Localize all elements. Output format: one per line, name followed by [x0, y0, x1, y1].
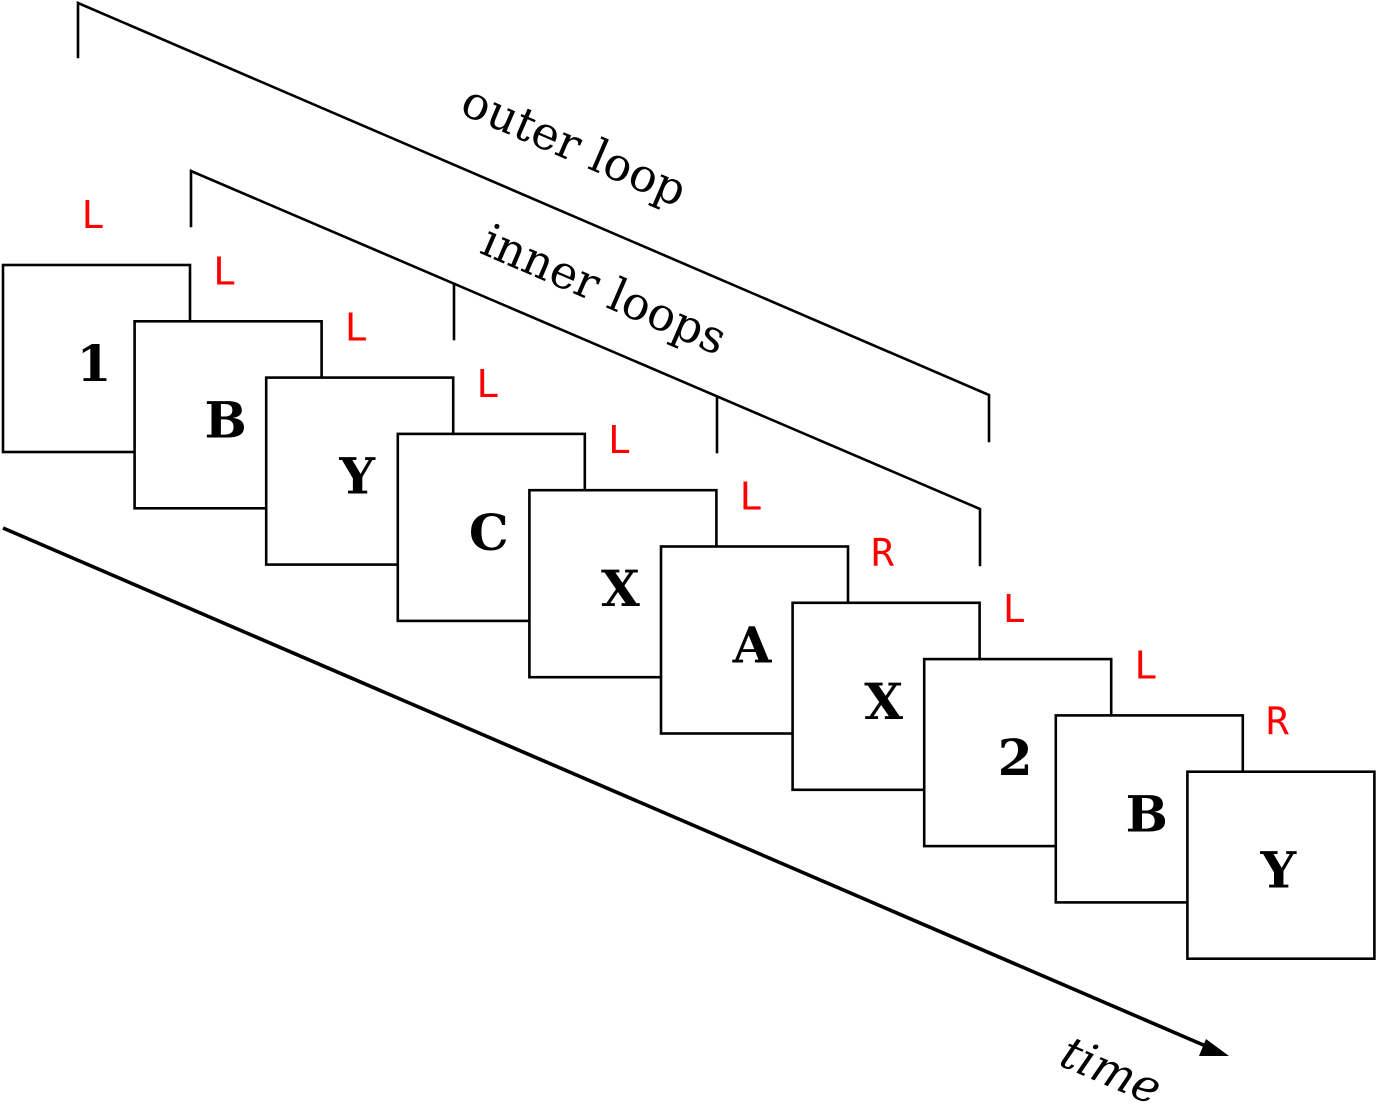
time-label: time	[1053, 1025, 1170, 1116]
stimulus-card-label: 1	[77, 334, 112, 393]
inner-loops-bracket	[189, 169, 982, 567]
stimulus-card-label: B	[1126, 784, 1168, 843]
stimulus-card-label: X	[864, 672, 903, 731]
stimulus-card: Y	[1186, 770, 1376, 961]
response-marker: L	[213, 249, 236, 293]
stimulus-card-label: X	[601, 559, 640, 618]
stimulus-card-label: 2	[998, 728, 1033, 787]
inner-loops-label: inner loops	[474, 213, 735, 366]
outer-loop-bracket	[76, 1, 991, 443]
response-marker: L	[82, 193, 105, 237]
stimulus-card-label: Y	[1260, 841, 1298, 900]
stimulus-card-frame	[1186, 770, 1376, 961]
stimulus-cards: 1 B Y C X A X 2 B Y	[1, 263, 1376, 961]
response-marker: L	[1134, 643, 1157, 687]
time-arrowhead	[1199, 1039, 1229, 1056]
stimulus-card-label: Y	[338, 447, 376, 506]
response-marker: L	[608, 418, 631, 462]
response-marker: L	[1003, 587, 1026, 631]
outer-loop-label: outer loop	[454, 73, 695, 217]
response-markers: L L L L L L R L L R	[82, 193, 1289, 744]
response-marker: R	[871, 531, 894, 575]
response-marker: L	[345, 306, 368, 350]
response-marker: L	[476, 362, 499, 406]
response-marker: L	[740, 475, 763, 519]
time-axis	[2, 526, 1209, 1049]
stimulus-card-label: A	[732, 616, 773, 675]
stimulus-card-label: C	[469, 503, 509, 562]
response-marker: R	[1266, 700, 1289, 744]
stimulus-card-label: B	[204, 390, 246, 449]
